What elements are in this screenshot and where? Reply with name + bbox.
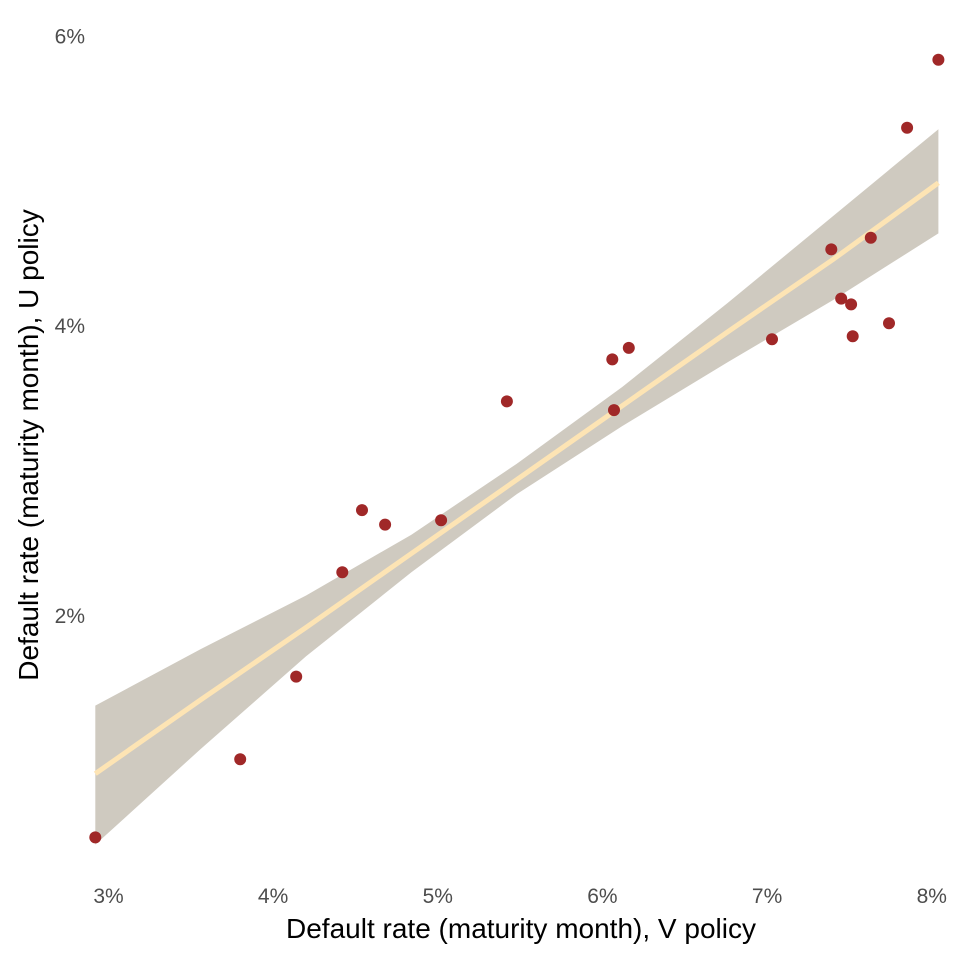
data-point xyxy=(864,231,877,244)
data-points-layer xyxy=(89,53,945,844)
data-point xyxy=(766,333,778,346)
data-point xyxy=(883,317,895,330)
data-point xyxy=(845,298,858,311)
x-axis-ticks: 3% 4% 5% 6% 7% 8% xyxy=(93,885,947,908)
data-point xyxy=(89,831,102,844)
x-tick-label: 5% xyxy=(423,885,453,908)
data-point xyxy=(379,518,392,531)
data-point xyxy=(606,353,619,366)
data-point xyxy=(500,395,513,408)
fit-line xyxy=(93,180,940,776)
y-axis-ticks: 2% 4% 6% xyxy=(55,26,85,628)
y-tick-label: 4% xyxy=(55,315,85,338)
data-point xyxy=(835,292,848,305)
data-point xyxy=(825,243,838,256)
y-tick-label: 6% xyxy=(55,26,85,49)
fit-line-layer xyxy=(93,180,940,776)
x-tick-label: 3% xyxy=(93,885,123,908)
data-point xyxy=(846,330,859,343)
confidence-band-layer xyxy=(95,129,939,845)
x-tick-label: 6% xyxy=(587,885,617,908)
data-point xyxy=(336,566,349,579)
y-axis-title: Default rate (maturity month), U policy xyxy=(13,209,44,681)
data-point xyxy=(290,670,303,683)
data-point xyxy=(622,341,635,354)
x-axis-title: Default rate (maturity month), V policy xyxy=(286,913,756,944)
confidence-band xyxy=(95,129,939,845)
x-tick-label: 8% xyxy=(917,885,947,908)
data-point xyxy=(356,504,368,517)
x-tick-label: 7% xyxy=(752,885,782,908)
y-tick-label: 2% xyxy=(55,605,85,628)
data-point xyxy=(932,53,945,66)
data-point xyxy=(234,753,247,766)
data-point xyxy=(901,121,914,134)
x-tick-label: 4% xyxy=(258,885,288,908)
data-point xyxy=(435,514,448,527)
data-point xyxy=(608,404,620,417)
